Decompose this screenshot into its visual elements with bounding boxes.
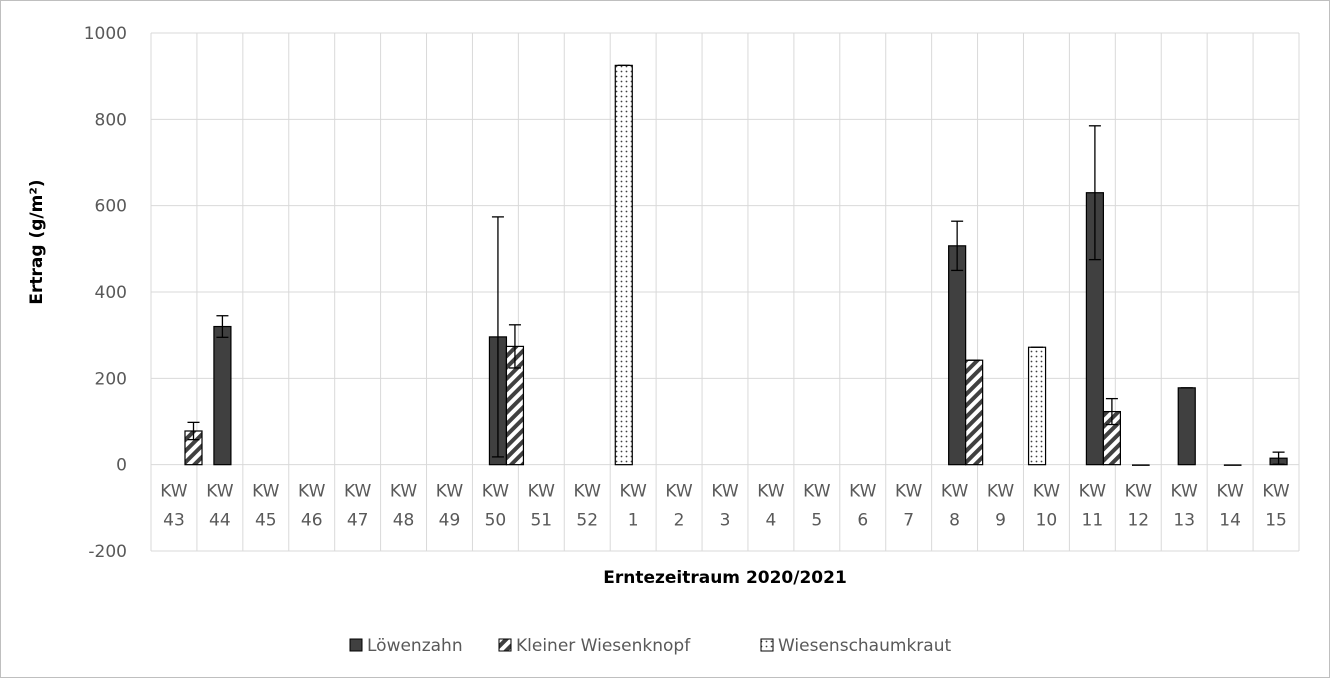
x-tick-label: KW (849, 482, 877, 502)
x-tick-label: KW (941, 482, 969, 502)
x-tick-label: 15 (1265, 511, 1287, 531)
x-tick-label: KW (895, 482, 923, 502)
x-tick-label: 48 (393, 511, 415, 531)
x-tick-label: 4 (766, 511, 777, 531)
x-tick-label: 6 (857, 511, 868, 531)
x-tick-label: 11 (1082, 511, 1104, 531)
x-tick-label: KW (987, 482, 1015, 502)
x-tick-label: 8 (949, 511, 960, 531)
x-tick-label: 12 (1127, 511, 1149, 531)
y-axis-title: Ertrag (g/m²) (27, 179, 47, 304)
x-tick-label: 9 (995, 511, 1006, 531)
x-tick-label: 51 (530, 511, 552, 531)
bar (965, 359, 984, 466)
legend-swatch (760, 638, 774, 652)
legend-swatch (349, 638, 363, 652)
gridlines (150, 32, 1300, 552)
y-tick-label: 600 (95, 197, 127, 217)
bar (1027, 346, 1047, 466)
x-tick-label: 7 (903, 511, 914, 531)
y-tick-label: 800 (95, 110, 127, 130)
x-tick-label: 5 (811, 511, 822, 531)
x-tick-label: 47 (347, 511, 369, 531)
x-tick-label: KW (206, 482, 234, 502)
legend-label: Kleiner Wiesenknopf (516, 636, 691, 656)
bar (1132, 464, 1150, 466)
x-tick-label: 2 (674, 511, 685, 531)
x-tick-label: KW (619, 482, 647, 502)
x-tick-label: KW (344, 482, 372, 502)
bar (1177, 387, 1196, 466)
x-axis-categories: KW43KW44KW45KW46KW47KW48KW49KW50KW51KW52… (160, 482, 1290, 531)
x-axis-title: Erntezeitraum 2020/2021 (603, 568, 847, 588)
legend-label: Wiesenschaumkraut (778, 636, 951, 656)
x-tick-label: KW (1033, 482, 1061, 502)
y-tick-label: 200 (95, 369, 127, 389)
bar (614, 64, 633, 466)
x-tick-label: KW (757, 482, 785, 502)
x-tick-label: 46 (301, 511, 323, 531)
y-tick-label: 1000 (84, 24, 127, 44)
x-tick-label: KW (252, 482, 280, 502)
x-tick-label: KW (1171, 482, 1199, 502)
x-tick-label: KW (482, 482, 510, 502)
x-tick-label: KW (803, 482, 831, 502)
x-tick-label: KW (528, 482, 556, 502)
x-tick-label: KW (711, 482, 739, 502)
x-tick-label: 50 (485, 511, 507, 531)
bar (213, 325, 232, 466)
x-tick-label: 45 (255, 511, 277, 531)
x-tick-label: 13 (1173, 511, 1195, 531)
x-tick-label: KW (665, 482, 693, 502)
x-tick-label: 49 (439, 511, 461, 531)
y-tick-label: 400 (95, 283, 127, 303)
legend: Löwenzahn Kleiner Wiesenknopf Wiesenschaum… (349, 636, 951, 656)
x-tick-label: 43 (163, 511, 185, 531)
y-axis-ticks: -200 0 200 400 600 800 1000 (84, 24, 127, 562)
bars-group (184, 64, 1288, 466)
x-tick-label: 52 (576, 511, 598, 531)
x-tick-label: KW (390, 482, 418, 502)
x-tick-label: KW (298, 482, 326, 502)
legend-swatch (498, 638, 512, 652)
bar (948, 245, 967, 466)
x-tick-label: KW (574, 482, 602, 502)
x-tick-label: KW (1079, 482, 1107, 502)
x-tick-label: 3 (720, 511, 731, 531)
x-tick-label: 1 (628, 511, 639, 531)
x-tick-label: KW (1216, 482, 1244, 502)
error-bars-group (187, 64, 1285, 465)
x-tick-label: 14 (1219, 511, 1241, 531)
bar (1223, 464, 1242, 466)
y-tick-label: 0 (116, 456, 127, 476)
x-tick-label: KW (436, 482, 464, 502)
x-tick-label: KW (1125, 482, 1153, 502)
x-tick-label: KW (1262, 482, 1290, 502)
y-tick-label: -200 (88, 542, 127, 562)
x-tick-label: 44 (209, 511, 231, 531)
x-tick-label: 10 (1036, 511, 1058, 531)
legend-label: Löwenzahn (367, 636, 463, 656)
x-tick-label: KW (160, 482, 188, 502)
